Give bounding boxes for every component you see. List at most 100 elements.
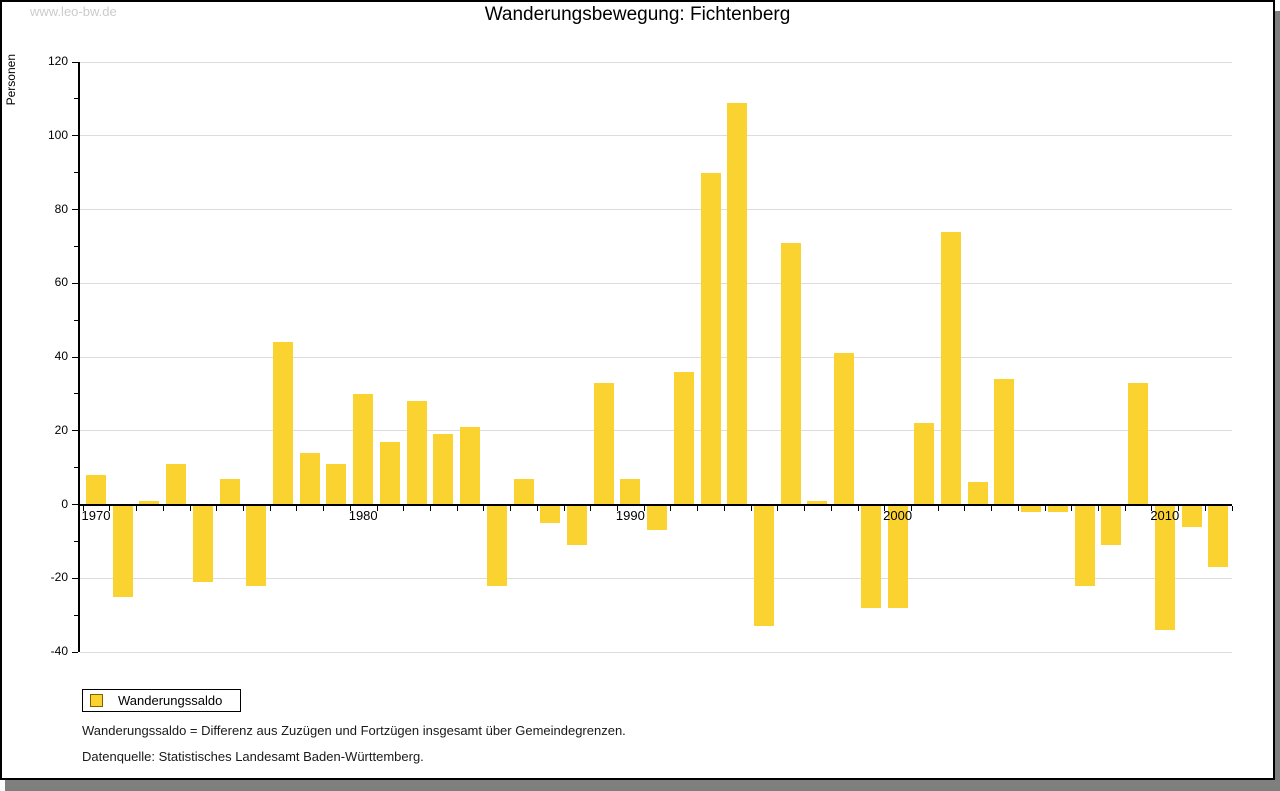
bar-1986 [513, 478, 534, 505]
bar-1987 [540, 504, 561, 523]
x-tick [857, 505, 859, 511]
y-tick--10 [74, 540, 78, 542]
bar-1998 [834, 353, 855, 505]
x-tick [991, 505, 993, 511]
bar-2005 [1021, 504, 1042, 512]
bar-1991 [647, 504, 668, 531]
x-tick [216, 505, 218, 511]
y-tick--20 [72, 577, 78, 579]
bar-1974 [192, 504, 213, 582]
x-tick [1151, 505, 1153, 511]
bar-1984 [460, 427, 481, 505]
legend-swatch-icon [90, 694, 103, 707]
bar-1989 [593, 382, 614, 505]
x-tick [1124, 505, 1126, 511]
bar-1992 [673, 371, 694, 505]
x-tick-label-1990: 1990 [615, 508, 645, 523]
x-tick [456, 505, 458, 511]
x-tick [349, 505, 351, 511]
x-tick [296, 505, 298, 511]
y-tick-60 [72, 282, 78, 284]
x-tick [1071, 505, 1073, 511]
x-tick [750, 505, 752, 511]
x-tick [884, 505, 886, 511]
bar-1999 [860, 504, 881, 608]
y-tick-label--20: -20 [50, 570, 68, 585]
y-tick--40 [72, 651, 78, 653]
bar-2012 [1208, 504, 1229, 568]
x-tick [937, 505, 939, 511]
y-tick-label-120: 120 [47, 54, 68, 68]
bar-1985 [486, 504, 507, 586]
x-tick [189, 505, 191, 511]
x-tick [1204, 505, 1206, 511]
y-tick-label-40: 40 [54, 349, 68, 363]
x-tick [643, 505, 645, 511]
bar-1976 [246, 504, 267, 586]
bar-1973 [166, 463, 187, 505]
x-tick [242, 505, 244, 511]
page-title: Wanderungsbewegung: Fichtenberg [484, 4, 791, 25]
y-tick-50 [74, 319, 78, 321]
legend-label: Wanderungssaldo [118, 693, 223, 708]
y-axis-title: Personen [4, 54, 18, 106]
bar-2008 [1101, 504, 1122, 546]
x-tick [1098, 505, 1099, 511]
caption-definition: Wanderungssaldo = Differenz aus Zuzügen … [82, 723, 626, 738]
x-tick [136, 505, 138, 511]
bar-2007 [1074, 504, 1095, 586]
x-tick [804, 505, 806, 511]
y-tick-80 [72, 209, 78, 210]
bar-1996 [780, 242, 801, 505]
x-tick [323, 505, 325, 511]
gridline-80 [80, 209, 1232, 210]
y-tick-label-60: 60 [54, 275, 68, 290]
x-tick [910, 505, 912, 511]
y-tick-0 [72, 504, 78, 505]
x-tick [376, 505, 378, 511]
x-tick [697, 505, 699, 511]
bar-1983 [433, 434, 454, 505]
y-tick-label-100: 100 [47, 127, 68, 142]
plot-area: 120 100 80 60 40 20 0 -20 -40 1970 1980 1990 2000 201… [48, 54, 1233, 658]
bar-1972 [139, 500, 160, 505]
bar-1997 [807, 500, 828, 505]
y-tick--30 [74, 614, 78, 616]
y-tick-110 [74, 98, 78, 100]
x-tick [670, 505, 672, 511]
y-tick-120 [72, 61, 78, 63]
x-tick [536, 505, 538, 511]
y-tick-label-0: 0 [61, 496, 68, 511]
y-tick-40 [72, 356, 78, 358]
bar-2001 [914, 423, 935, 505]
x-tick-label-2000: 2000 [883, 508, 913, 523]
y-tick-10 [74, 467, 78, 469]
x-tick [617, 505, 619, 511]
x-tick-label-1980: 1980 [348, 508, 378, 523]
x-tick [964, 505, 966, 511]
x-tick [269, 505, 271, 511]
x-tick [430, 505, 431, 511]
x-tick [830, 505, 832, 511]
gridline-100 [80, 135, 1232, 137]
bar-1977 [273, 342, 294, 505]
gridline-20 [80, 430, 1232, 432]
bar-1980 [353, 393, 374, 505]
bar-1971 [112, 504, 133, 597]
x-axis-line [80, 503, 1232, 506]
bar-2004 [994, 379, 1015, 505]
x-tick [563, 505, 565, 511]
y-tick-label-80: 80 [54, 201, 68, 216]
bar-2000 [887, 504, 908, 608]
gridline-120 [80, 61, 1232, 63]
x-tick [403, 505, 405, 511]
y-axis-line [78, 62, 80, 652]
bar-1988 [566, 504, 587, 546]
y-tick-30 [74, 393, 78, 395]
caption-source: Datenquelle: Statistisches Landesamt Bad… [82, 749, 424, 764]
gridline-60 [80, 282, 1232, 284]
bar-1970 [86, 475, 106, 505]
x-tick [82, 505, 84, 511]
bar-1993 [700, 172, 721, 505]
bar-1990 [620, 478, 641, 505]
